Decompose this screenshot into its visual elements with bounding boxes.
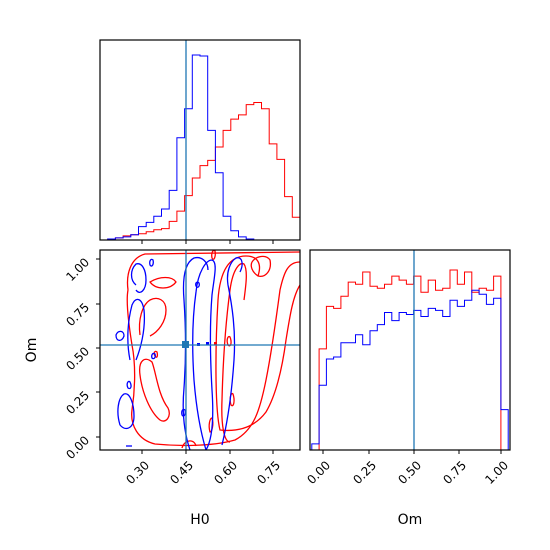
joint-ylabel: Om [24,338,40,363]
joint-xtick-label: 0.45 [167,458,196,487]
joint-xtick-label: 0.30 [123,458,152,487]
red-contour [211,250,216,260]
red-contour [126,261,300,447]
om-xtick-label: 1.00 [482,458,511,487]
om-xlabel: Om [398,512,423,528]
om-xtick-label: 0.75 [440,458,469,487]
joint-ytick-label: 0.75 [63,300,92,329]
blue-histogram-series [107,54,300,241]
blue-contour [182,256,209,450]
joint-xlabel: H0 [190,512,209,528]
blue-contour [130,263,147,294]
joint-xtick-label: 0.60 [211,458,240,487]
h0-histogram [107,54,301,241]
blue-contours [115,256,243,450]
joint-ytick-label: 1.00 [63,255,92,284]
joint-xtick-label: 0.75 [254,458,283,487]
om-marginal-panel: 0.00 0.25 0.50 0.75 1.00 Om [304,249,511,528]
blue-contour [195,281,200,288]
om-xtick-label: 0.00 [304,458,333,487]
red-histogram-series [311,269,509,451]
joint-contour-panel: 0.30 0.45 0.60 0.75 1.00 0.75 0.50 0.25 … [24,249,301,528]
om-xtick-label: 0.50 [395,458,424,487]
blue-contour [192,259,216,450]
blue-contour [117,393,135,430]
blue-contour [221,257,243,446]
blue-contour [151,352,156,360]
red-contour [215,255,300,432]
h0-marginal-panel [99,39,301,244]
red-contour [181,440,197,449]
om-xtick-label: 0.25 [350,458,379,487]
blue-contour [126,380,132,390]
blue-contour [149,258,154,267]
blue-contour [115,330,125,342]
h0-hist-frame [99,39,301,241]
blue-contour [127,298,146,361]
joint-ytick-label: 0.25 [63,388,92,417]
om-histogram [311,269,509,451]
joint-ytick-label: 0.50 [63,344,92,373]
red-contour [138,297,167,337]
blue-dot [206,342,209,345]
om-hist-frame [309,249,511,451]
red-contour [250,255,272,277]
blue-histogram-series [311,289,509,450]
h0-hist-background [100,40,300,240]
red-contour [139,358,170,422]
red-dot [214,342,217,345]
red-contour [149,276,177,289]
joint-ytick-label: 0.00 [63,433,92,462]
red-contour [126,251,300,291]
joint-frame [99,249,301,451]
blue-contour [181,408,186,417]
